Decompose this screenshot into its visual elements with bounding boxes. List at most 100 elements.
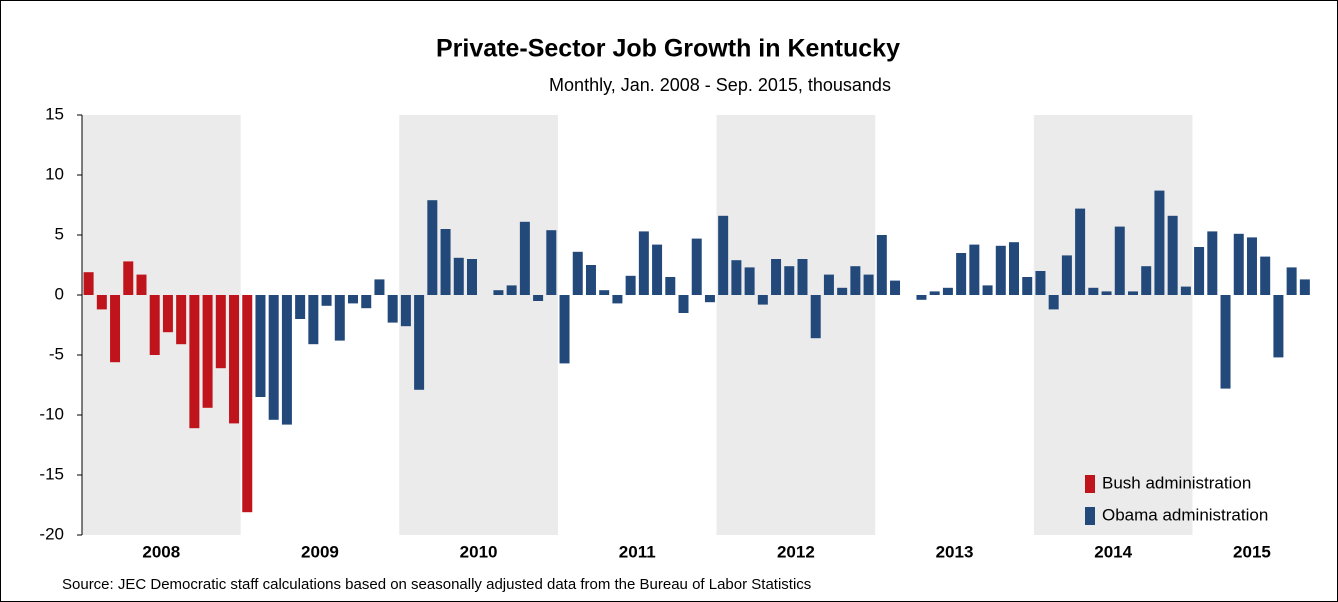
bar [268,295,279,420]
bar [321,295,332,306]
y-tick-label: 0 [55,284,64,303]
bar [110,295,121,363]
bar [995,245,1006,295]
bar [123,261,134,295]
bar [625,275,636,295]
y-tick-label: -10 [39,404,64,423]
bar [1141,266,1152,295]
legend-swatch [1085,507,1095,525]
bar [1114,226,1125,295]
bar [1220,295,1231,389]
bar [718,215,729,295]
bar [1048,295,1059,310]
legend-label: Obama administration [1102,505,1268,524]
bar [1088,287,1099,295]
year-label: 2010 [460,542,498,561]
bar [876,235,887,295]
bar [1273,295,1284,358]
bar [837,287,848,295]
bar [281,295,292,425]
bar [691,238,702,295]
bar [1260,256,1271,295]
bar [414,295,425,390]
source-note: Source: JEC Democratic staff calculation… [62,576,811,593]
bar [665,277,676,295]
bar [1022,277,1033,295]
bar [255,295,266,397]
bar [810,295,821,339]
year-shade [82,115,241,535]
year-shade [716,115,876,535]
bar [585,265,596,295]
bar [731,260,742,295]
bar [308,295,319,345]
y-tick-label: -15 [39,464,64,483]
legend-swatch [1085,475,1095,493]
year-label: 2013 [936,542,974,561]
bar [519,221,530,295]
bar [136,274,147,295]
bar [1061,255,1072,295]
bar [427,200,438,295]
bar [149,295,160,355]
bar [823,274,834,295]
bar [1233,233,1244,295]
bar [546,230,557,295]
y-tick-label: -20 [39,524,64,543]
bar [797,259,808,295]
year-label: 2014 [1094,542,1132,561]
bar [704,295,715,303]
bar [916,295,927,300]
year-label: 2008 [142,542,180,561]
bar [533,295,544,301]
bar [1009,242,1020,295]
bar [1286,267,1297,295]
bar [215,295,226,369]
y-tick-label: 5 [55,224,64,243]
bar [387,295,398,323]
y-tick-label: 10 [45,164,64,183]
bar [890,280,901,295]
bar [599,290,610,295]
bar [334,295,345,341]
bar [559,295,570,364]
bar [982,285,993,295]
bar [652,244,663,295]
bar [162,295,173,333]
bar [969,244,980,295]
bar [863,274,874,295]
year-shade [399,115,558,535]
bar [638,231,649,295]
bar [942,287,953,295]
bar [956,253,967,295]
bar [229,295,240,424]
bar [1180,286,1191,295]
year-label: 2012 [777,542,815,561]
bar [440,229,451,295]
bar [96,295,107,310]
bar [1075,208,1086,295]
bar [1035,271,1046,295]
bar [493,290,504,295]
bar [1167,215,1178,295]
bar [295,295,306,319]
bar [1246,237,1257,295]
bar [400,295,411,327]
bar [1101,291,1112,295]
bar [771,259,782,295]
bar [572,251,583,295]
bar [929,291,940,295]
bar [83,272,94,295]
bar [612,295,623,304]
legend-label: Bush administration [1102,473,1251,492]
bar [1127,291,1138,295]
bar [189,295,200,429]
chart-subtitle: Monthly, Jan. 2008 - Sep. 2015, thousand… [549,75,891,95]
bar [453,257,464,295]
year-label: 2015 [1233,542,1271,561]
bar [678,295,689,313]
year-label: 2011 [619,542,656,561]
bar [348,295,359,304]
bar [374,279,385,295]
